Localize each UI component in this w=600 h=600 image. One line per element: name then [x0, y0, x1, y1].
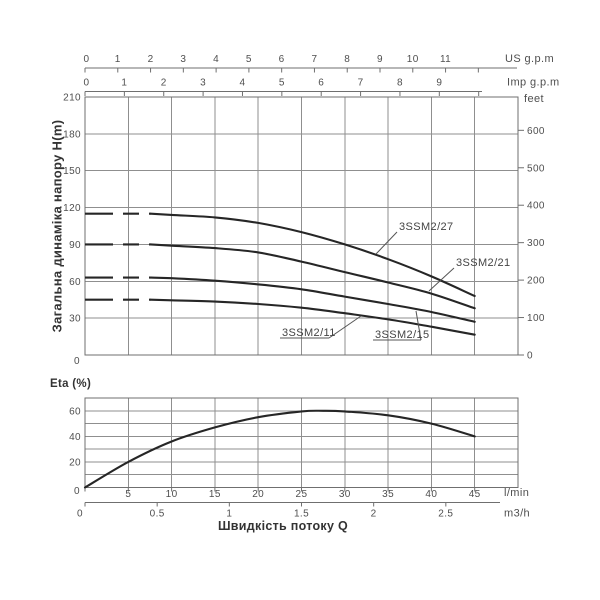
lmin-tick-45: 45: [469, 489, 481, 500]
head-axis-title: Загальна динаміка напору H(m): [49, 119, 65, 333]
eta-origin-label: 0: [74, 486, 80, 497]
head-ytick-0: 0: [74, 356, 80, 367]
lmin-tick-40: 40: [425, 489, 437, 500]
eta-ytick-40: 40: [69, 432, 81, 443]
gpm-tick-2: 2: [148, 54, 154, 65]
m3h-axis: 0 0.5 1 1.5 2 2.5 m3/h: [77, 501, 530, 520]
head-grid: [85, 97, 518, 355]
lmin-axis: 5 10 15 20 25 30 35 40 45 l/min: [84, 487, 529, 500]
top-axis-us-gpm: 0 1 2 3 4 5 6 7 8 9 10 11 US g.p.m: [84, 53, 554, 73]
lmin-tick-30: 30: [339, 489, 351, 500]
gpm-tick-2: 2: [161, 78, 167, 89]
feet-tick-200: 200: [527, 276, 545, 287]
eta-y-axis: 60 40 20 0: [69, 406, 81, 497]
feet-tick-500: 500: [527, 163, 545, 174]
feet-tick-100: 100: [527, 313, 545, 324]
m3h-tick-2: 2: [371, 509, 377, 520]
axis-unit-label: l/min: [504, 487, 529, 499]
flow-axis-title: Швидкість потоку Q: [217, 519, 349, 533]
eta-ytick-60: 60: [69, 406, 81, 417]
feet-axis: 600 500 400 300 200 100 0 feet: [518, 93, 545, 362]
m3h-tick-1: 1: [226, 509, 232, 520]
gpm-tick-5: 5: [279, 78, 285, 89]
curve-eta: [83, 409, 476, 489]
gpm-tick-8: 8: [344, 54, 350, 65]
head-ytick-210: 210: [63, 93, 81, 104]
curve-label-3SSM2/27: 3SSM2/27: [399, 221, 454, 233]
lmin-tick-10: 10: [166, 489, 178, 500]
feet-tick-600: 600: [527, 126, 545, 137]
m3h-tick-2.5: 2.5: [438, 509, 453, 520]
lmin-tick-15: 15: [209, 489, 221, 500]
axis-unit-label: m3/h: [504, 508, 530, 520]
gpm-tick-0: 0: [84, 54, 90, 65]
axis-unit-label: US g.p.m: [505, 53, 554, 65]
gpm-tick-8: 8: [397, 78, 403, 89]
head-ytick-150: 150: [63, 166, 81, 177]
curve-labels: 3SSM2/27 3SSM2/21 3SSM2/11 3SSM2/15: [280, 221, 511, 341]
gpm-tick-7: 7: [311, 54, 317, 65]
head-ytick-180: 180: [63, 129, 81, 140]
gpm-tick-3: 3: [180, 54, 186, 65]
head-ytick-60: 60: [69, 277, 81, 288]
axis-unit-label: Imp g.p.m: [507, 77, 560, 89]
gpm-tick-9: 9: [436, 78, 442, 89]
lmin-tick-35: 35: [382, 489, 394, 500]
lmin-tick-25: 25: [296, 489, 308, 500]
curve-label-3SSM2/21: 3SSM2/21: [456, 257, 511, 269]
curve-label-3SSM2/15: 3SSM2/15: [375, 329, 430, 341]
gpm-tick-4: 4: [239, 78, 245, 89]
axis-unit-label: feet: [524, 93, 544, 105]
lmin-tick-5: 5: [125, 489, 131, 500]
feet-tick-300: 300: [527, 238, 545, 249]
curve-label-3SSM2/11: 3SSM2/11: [282, 327, 336, 339]
gpm-tick-11: 11: [440, 54, 451, 65]
curve-3SSM2/21: [149, 243, 476, 310]
gpm-tick-6: 6: [318, 78, 324, 89]
m3h-tick-0: 0: [77, 509, 83, 520]
head-ytick-90: 90: [69, 240, 81, 251]
head-y-axis: 210 180 150 120 90 60 30 0: [63, 93, 81, 368]
gpm-tick-7: 7: [358, 78, 364, 89]
top-axis-imp-gpm: 0 1 2 3 4 5 6 7 8 9 Imp g.p.m: [84, 77, 560, 96]
gpm-tick-6: 6: [279, 54, 285, 65]
feet-tick-400: 400: [527, 201, 545, 212]
curve-3SSM2/15: [149, 276, 476, 323]
head-plot-border: [84, 96, 519, 356]
gpm-tick-3: 3: [200, 78, 206, 89]
lmin-tick-20: 20: [252, 489, 264, 500]
curve-3SSM2/27: [149, 212, 476, 298]
gpm-tick-0: 0: [84, 78, 90, 89]
head-ytick-120: 120: [63, 203, 81, 214]
gpm-tick-10: 10: [407, 54, 419, 65]
eta-axis-title: Eta (%): [50, 378, 92, 390]
gpm-tick-5: 5: [246, 54, 252, 65]
m3h-tick-1.5: 1.5: [294, 509, 309, 520]
gpm-tick-9: 9: [377, 54, 383, 65]
gpm-tick-1: 1: [121, 78, 127, 89]
gpm-tick-4: 4: [213, 54, 219, 65]
eta-chart: 60 40 20 0 5 10 15 20 25 30 35 40 45 l/min 0 0.5 1 1.5 2 2.…: [69, 397, 530, 520]
feet-tick-0: 0: [527, 351, 533, 362]
head-ytick-30: 30: [69, 314, 81, 325]
eta-ytick-20: 20: [69, 457, 81, 468]
gpm-tick-1: 1: [115, 54, 121, 65]
m3h-tick-0.5: 0.5: [150, 509, 165, 520]
